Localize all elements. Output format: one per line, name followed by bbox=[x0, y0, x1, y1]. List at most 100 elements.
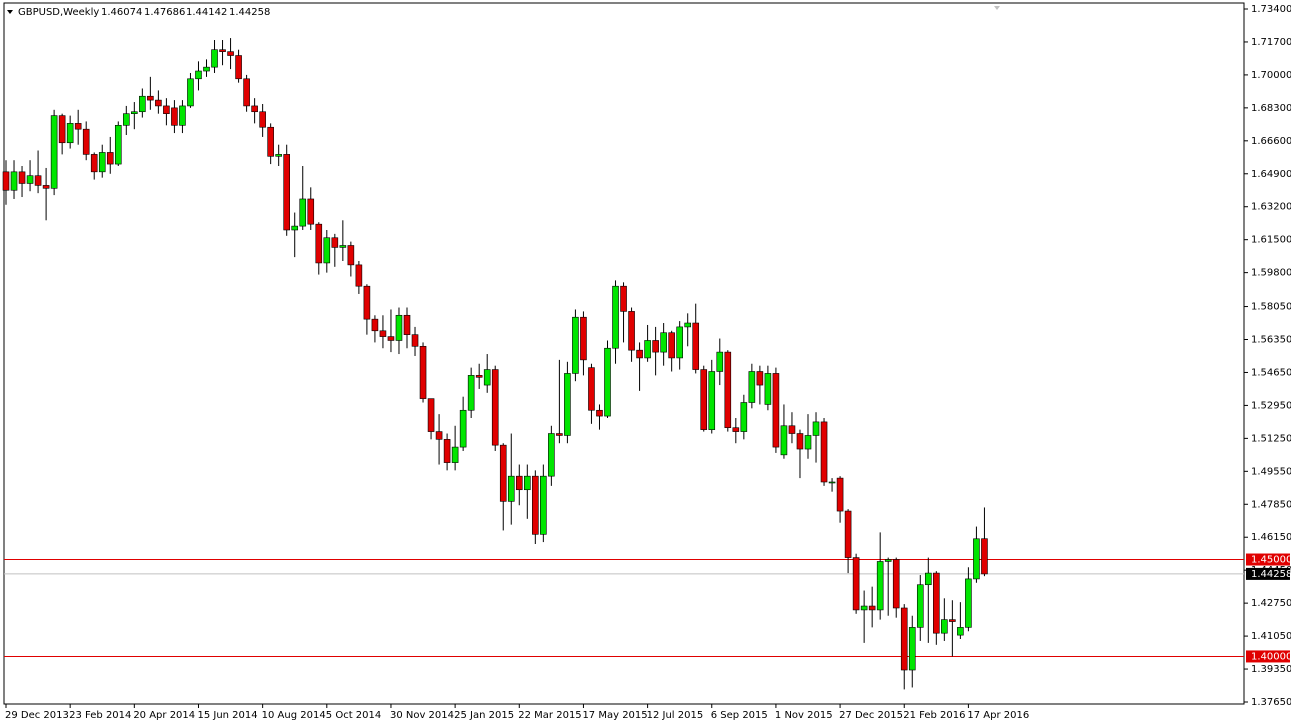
candle-body bbox=[483, 369, 491, 386]
y-tick-label: 1.52950 bbox=[1251, 400, 1291, 411]
candle-body bbox=[387, 336, 395, 341]
candle-body bbox=[251, 105, 258, 113]
candle-body bbox=[852, 557, 860, 611]
y-tick-label: 1.68300 bbox=[1251, 103, 1291, 114]
y-tick-label: 1.49550 bbox=[1251, 466, 1291, 477]
candle-body bbox=[636, 349, 643, 359]
candle-body bbox=[179, 105, 186, 126]
candle-body bbox=[26, 175, 34, 184]
x-tick-label: 17 Apr 2016 bbox=[967, 710, 1029, 721]
candle-body bbox=[652, 340, 659, 353]
candle-body bbox=[949, 619, 956, 622]
x-tick-label: 5 Oct 2014 bbox=[326, 710, 381, 721]
candle-body bbox=[275, 154, 282, 157]
candle-body bbox=[42, 185, 50, 189]
candle-body bbox=[716, 351, 724, 372]
candle-body bbox=[2, 171, 10, 191]
candle-body bbox=[10, 171, 18, 191]
candle-body bbox=[315, 223, 323, 264]
candle-body bbox=[700, 369, 708, 430]
candle-body bbox=[724, 351, 732, 429]
candle-body bbox=[427, 398, 435, 432]
y-tick-label: 1.46150 bbox=[1251, 532, 1291, 543]
candle-body bbox=[933, 572, 940, 634]
candle-body bbox=[532, 475, 539, 535]
y-tick-label: 1.59800 bbox=[1251, 268, 1291, 279]
candle-body bbox=[379, 330, 387, 337]
candle-body bbox=[475, 375, 483, 378]
candle-body bbox=[740, 402, 748, 432]
candle-body bbox=[884, 559, 892, 562]
candle-body bbox=[548, 433, 555, 477]
level-tag bbox=[1246, 553, 1290, 566]
candle-body bbox=[507, 475, 515, 502]
candle-body bbox=[941, 619, 948, 634]
candle-body bbox=[299, 198, 307, 227]
candle-body bbox=[908, 627, 916, 671]
candle-body bbox=[804, 435, 812, 450]
candle-body bbox=[419, 345, 427, 399]
candle-body bbox=[339, 245, 347, 248]
candle-body bbox=[267, 126, 274, 157]
candle-body bbox=[195, 70, 202, 80]
candle-body bbox=[692, 322, 700, 370]
x-tick-label: 29 Dec 2013 bbox=[5, 710, 69, 721]
candle-body bbox=[892, 559, 900, 609]
candle-body bbox=[596, 409, 603, 417]
candle-body bbox=[139, 95, 146, 113]
candle-body bbox=[98, 152, 106, 173]
candle-body bbox=[900, 607, 908, 671]
candle-body bbox=[868, 605, 876, 611]
candle-body bbox=[924, 572, 932, 586]
candle-body bbox=[612, 285, 619, 349]
candle-body bbox=[219, 49, 226, 52]
y-tick-label: 1.71700 bbox=[1251, 37, 1291, 48]
candle-body bbox=[227, 51, 234, 56]
candle-body bbox=[307, 198, 315, 225]
candle-body bbox=[564, 373, 571, 436]
candle-body bbox=[780, 425, 788, 456]
y-tick-label: 1.58050 bbox=[1251, 302, 1291, 313]
y-tick-label: 1.54650 bbox=[1251, 367, 1291, 378]
candle-body bbox=[347, 245, 355, 266]
candle-body bbox=[203, 66, 210, 72]
x-tick-label: 21 Feb 2016 bbox=[903, 710, 965, 721]
candle-body bbox=[50, 115, 58, 189]
candle-body bbox=[660, 332, 667, 353]
candle-body bbox=[676, 326, 683, 359]
header-open: 1.46074 bbox=[101, 7, 142, 18]
y-tick-label: 1.73400 bbox=[1251, 4, 1291, 15]
candle-body bbox=[572, 316, 579, 374]
header-close: 1.44258 bbox=[229, 7, 270, 18]
level-label: 1.40000 bbox=[1251, 651, 1291, 662]
candle-body bbox=[844, 510, 852, 558]
candle-body bbox=[331, 237, 339, 248]
candle-body bbox=[411, 334, 419, 347]
candle-body bbox=[499, 444, 507, 502]
candle-body bbox=[467, 375, 475, 411]
candle-body bbox=[123, 113, 130, 126]
x-tick-label: 17 May 2015 bbox=[582, 710, 647, 721]
candle-body bbox=[291, 225, 299, 231]
candle-body bbox=[620, 285, 627, 312]
y-tick-label: 1.63200 bbox=[1251, 202, 1291, 213]
candle-body bbox=[395, 314, 403, 341]
candle-body bbox=[131, 111, 138, 114]
candle-body bbox=[435, 431, 443, 440]
candle-body bbox=[973, 538, 980, 580]
price-tag-label: 1.44258 bbox=[1251, 569, 1291, 580]
x-tick-label: 20 Apr 2014 bbox=[133, 710, 195, 721]
candle-body bbox=[515, 475, 523, 491]
candle-body bbox=[916, 584, 924, 628]
y-tick-label: 1.39350 bbox=[1251, 664, 1291, 675]
x-tick-label: 12 Jul 2015 bbox=[647, 710, 704, 721]
candle-body bbox=[764, 373, 772, 405]
candle-body bbox=[235, 55, 242, 80]
candle-body bbox=[756, 371, 764, 386]
y-tick-label: 1.64900 bbox=[1251, 169, 1291, 180]
candle-body bbox=[580, 316, 587, 361]
candle-body bbox=[403, 314, 411, 335]
candle-body bbox=[243, 78, 250, 107]
